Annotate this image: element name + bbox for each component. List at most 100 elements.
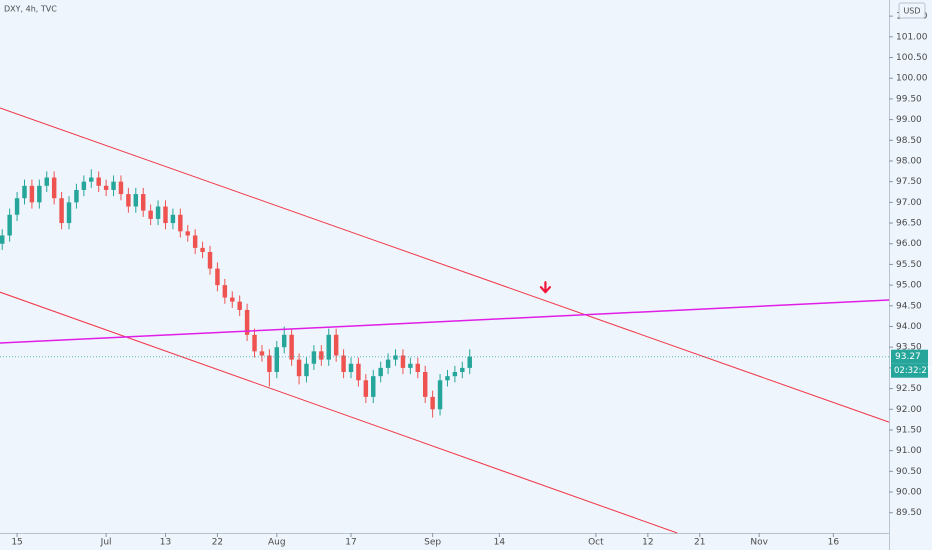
candle-body [333, 334, 339, 356]
y-tick-label: 96.50 [896, 219, 922, 229]
candle-body [37, 185, 42, 203]
candle-body [244, 309, 250, 335]
currency-box[interactable] [898, 2, 926, 19]
candle-body [467, 356, 472, 368]
candle-body [185, 231, 190, 236]
candle-body [140, 194, 146, 211]
candle-body [81, 181, 87, 190]
candle-body [155, 206, 161, 219]
x-tick-label: 12 [642, 538, 653, 548]
trend-line [0, 299, 890, 344]
candle-body [126, 194, 131, 207]
candle-body [356, 363, 361, 381]
candle-body [460, 367, 465, 373]
x-tick-label: Sep [424, 538, 441, 548]
countdown-box [891, 363, 928, 378]
candle-body [44, 177, 49, 186]
x-tick-label: 15 [11, 538, 22, 548]
x-tick-label: 13 [160, 538, 171, 548]
candle-body [378, 367, 383, 377]
candle-body [163, 206, 168, 224]
y-tick-label: 94.00 [896, 322, 922, 332]
candle-body [7, 214, 12, 236]
trend-line [0, 107, 890, 423]
candle-body [200, 247, 205, 253]
candle-body [22, 185, 27, 199]
trend-line [0, 291, 678, 534]
y-tick-label: 93.50 [896, 343, 922, 353]
candle-body [74, 189, 79, 203]
x-tick-label: Oct [588, 538, 604, 548]
candle-body [445, 376, 450, 381]
candle-body [430, 396, 435, 410]
x-tick-label: 17 [345, 538, 356, 548]
candle-body [237, 301, 242, 310]
candle-body [89, 177, 94, 182]
candle-body [311, 351, 317, 364]
candle-body [222, 285, 228, 298]
candle-body [29, 185, 35, 203]
y-tick-label: 96.00 [896, 239, 922, 249]
y-tick-label: 92.50 [896, 384, 922, 394]
x-tick-label: 21 [694, 538, 705, 548]
y-tick-label: 91.50 [896, 425, 922, 435]
x-tick-label: Nov [750, 538, 768, 548]
candle-body [230, 297, 235, 302]
y-tick-label: 100.50 [896, 53, 928, 63]
candle-body [0, 235, 5, 244]
candle-body [192, 235, 198, 248]
candle-body [452, 372, 458, 377]
candle-body [111, 181, 116, 190]
candle-body [59, 198, 64, 224]
candle-body [408, 363, 413, 368]
candle-body [178, 214, 183, 232]
x-tick-label: Aug [268, 538, 286, 548]
candle-body [422, 372, 428, 397]
candle-body [415, 363, 421, 373]
candle-body [118, 181, 124, 195]
x-tick-label: 14 [494, 538, 506, 548]
y-tick-label: 94.50 [896, 301, 922, 311]
candle-body [66, 202, 72, 224]
y-tick-label: 98.50 [896, 136, 922, 146]
candle-body [103, 185, 109, 190]
candle-body [281, 334, 287, 348]
candle-body [304, 363, 309, 377]
candle-body [252, 334, 257, 352]
candle-body [259, 351, 265, 356]
candle-body [148, 210, 153, 219]
y-tick-label: 99.00 [896, 115, 922, 125]
candle-body [296, 359, 302, 377]
candle-body [289, 334, 294, 360]
y-tick-label: 90.50 [896, 467, 922, 477]
candle-body [133, 194, 139, 207]
candle-body [96, 177, 101, 186]
last-price-box [891, 349, 928, 364]
y-tick-label: 90.00 [896, 488, 922, 498]
candle-body [215, 268, 220, 286]
candle-body [348, 363, 354, 373]
candle-body [51, 177, 57, 199]
x-tick-label: 16 [828, 538, 840, 548]
candle-body [341, 355, 346, 373]
candle-body [267, 355, 272, 373]
x-tick-label: Jul [100, 538, 112, 548]
y-tick-label: 99.50 [896, 94, 922, 104]
candle-body [14, 198, 20, 215]
y-tick-label: 97.00 [896, 198, 922, 208]
candle-body [400, 355, 406, 368]
candle-body [170, 214, 176, 224]
y-tick-label: 97.50 [896, 177, 922, 187]
candle-body [326, 334, 331, 360]
candle-body [371, 376, 376, 397]
y-tick-label: 91.00 [896, 446, 922, 456]
x-tick-label: 22 [212, 538, 223, 548]
symbol-label: DXY, 4h, TVC [4, 5, 57, 14]
y-tick-label: 89.50 [896, 508, 922, 518]
currency-label[interactable]: USD [903, 7, 920, 16]
candle-body [274, 347, 280, 373]
candle-body [207, 252, 213, 269]
candle-body [393, 355, 398, 360]
